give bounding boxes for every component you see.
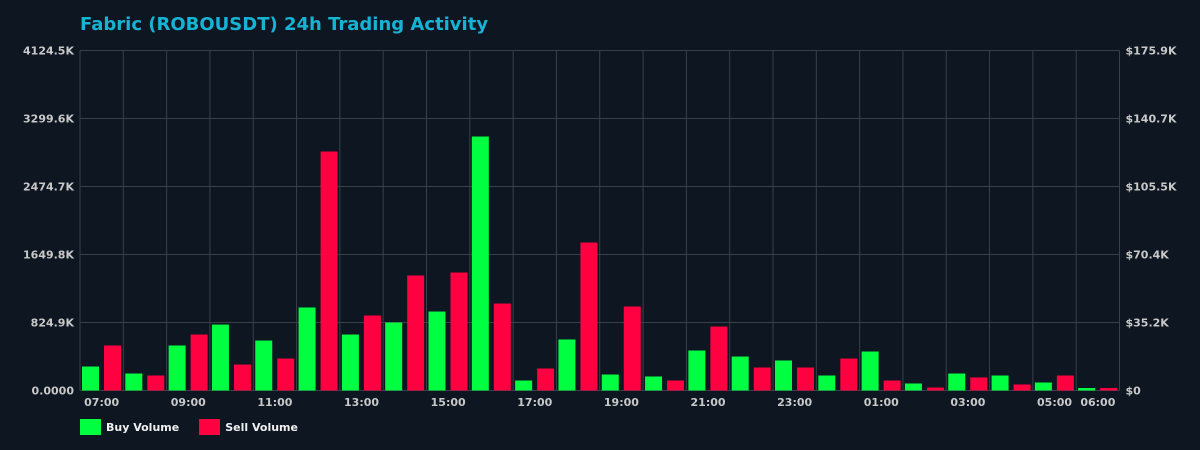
buy-volume-bar[interactable] [948, 373, 966, 391]
x-tick-label: 19:00 [604, 396, 639, 409]
legend-item-buy-volume[interactable]: Buy Volume [80, 419, 179, 435]
x-tick-label: 05:00 [1037, 396, 1072, 409]
x-tick-label: 09:00 [171, 396, 206, 409]
buy-volume-bar[interactable] [861, 351, 879, 391]
sell-volume-bar[interactable] [710, 326, 728, 391]
chart-grid [79, 50, 1120, 391]
buy-volume-bar[interactable] [1034, 382, 1052, 391]
buy-volume-bar[interactable] [82, 366, 99, 391]
buy-volume-bar[interactable] [731, 356, 749, 391]
buy-volume-bar[interactable] [688, 350, 706, 391]
buy-volume-bar[interactable] [125, 373, 143, 391]
sell-volume-bar[interactable] [580, 242, 598, 391]
buy-volume-bar[interactable] [601, 374, 619, 391]
y-left-tick-label: 824.9K [31, 317, 75, 330]
buy-volume-bar[interactable] [168, 345, 186, 391]
x-tick-label: 13:00 [344, 396, 379, 409]
y-right-tick-label: $35.2K [1126, 317, 1170, 330]
buy-volume-bar[interactable] [775, 360, 792, 391]
x-tick-label: 15:00 [431, 396, 466, 409]
buy-volume-bar[interactable] [515, 380, 533, 391]
y-right-tick-label: $140.7K [1126, 113, 1177, 126]
y-left-tick-label: 0.0000 [32, 385, 75, 398]
y-left-tick-label: 3299.6K [23, 113, 74, 126]
buy-volume-bar[interactable] [471, 136, 489, 391]
legend-label-buy: Buy Volume [106, 420, 180, 434]
y-right-tick-label: $175.9K [1126, 45, 1177, 58]
y-left-tick-label: 2474.7K [23, 181, 74, 194]
buy-volume-bar[interactable] [211, 324, 229, 391]
sell-volume-bar[interactable] [840, 358, 858, 391]
buy-volume-bar[interactable] [255, 340, 273, 391]
sell-volume-bar[interactable] [407, 275, 425, 391]
sell-volume-bar[interactable] [277, 358, 295, 391]
buy-volume-bar[interactable] [298, 307, 316, 391]
y-axis-left: 0.0000 824.9K 1649.8K 2474.7K 3299.6K 4124.5K [23, 45, 74, 398]
buy-volume-bar[interactable] [991, 375, 1009, 391]
y-left-tick-label: 4124.5K [23, 45, 74, 58]
sell-volume-bar[interactable] [753, 367, 771, 391]
y-left-tick-label: 1649.8K [23, 249, 74, 262]
chart-bars [82, 136, 1118, 391]
sell-volume-bar[interactable] [667, 380, 685, 391]
buy-volume-bar[interactable] [428, 311, 446, 391]
sell-volume-bar[interactable] [104, 345, 121, 391]
chart-legend: Buy Volume Sell Volume [80, 419, 298, 435]
x-tick-label: 11:00 [257, 396, 292, 409]
sell-volume-bar[interactable] [320, 151, 338, 391]
buy-volume-bar[interactable] [818, 375, 836, 391]
x-tick-label: 01:00 [864, 396, 899, 409]
sell-volume-bar[interactable] [363, 315, 381, 391]
x-tick-label: 06:00 [1080, 396, 1115, 409]
buy-volume-bar[interactable] [904, 383, 922, 391]
sell-volume-bar[interactable] [147, 375, 165, 391]
x-tick-label: 07:00 [84, 396, 119, 409]
buy-volume-bar[interactable] [1078, 388, 1096, 391]
chart-title: Fabric (ROBOUSDT) 24h Trading Activity [80, 14, 489, 35]
buy-volume-bar[interactable] [341, 334, 359, 391]
x-tick-label: 21:00 [691, 396, 726, 409]
legend-label-sell: Sell Volume [225, 420, 298, 434]
x-tick-label: 17:00 [517, 396, 552, 409]
y-right-tick-label: $70.4K [1126, 249, 1170, 262]
sell-volume-bar[interactable] [493, 303, 511, 391]
buy-volume-swatch [80, 419, 101, 435]
sell-volume-bar[interactable] [970, 377, 988, 391]
sell-volume-bar[interactable] [797, 367, 814, 391]
sell-volume-bar[interactable] [190, 334, 208, 391]
sell-volume-bar[interactable] [450, 272, 468, 391]
buy-volume-bar[interactable] [385, 322, 403, 391]
sell-volume-bar[interactable] [1100, 388, 1118, 391]
sell-volume-bar[interactable] [1013, 384, 1031, 391]
sell-volume-bar[interactable] [537, 368, 555, 391]
sell-volume-bar[interactable] [623, 306, 641, 391]
sell-volume-bar[interactable] [883, 380, 901, 391]
sell-volume-bar[interactable] [233, 364, 251, 391]
x-tick-label: 23:00 [777, 396, 812, 409]
sell-volume-swatch [199, 419, 221, 435]
sell-volume-bar[interactable] [1056, 375, 1074, 391]
y-axis-right: $0 $35.2K $70.4K $105.5K $140.7K $175.9K [1126, 45, 1177, 398]
buy-volume-bar[interactable] [645, 376, 663, 391]
x-axis: 07:00 09:00 11:00 13:00 15:00 17:00 19:00 21:00… [84, 396, 1116, 409]
legend-item-sell-volume[interactable]: Sell Volume [199, 419, 298, 435]
y-right-tick-label: $105.5K [1126, 181, 1177, 194]
buy-volume-bar[interactable] [558, 339, 576, 391]
sell-volume-bar[interactable] [926, 387, 944, 391]
y-right-tick-label: $0 [1126, 385, 1142, 398]
x-tick-label: 03:00 [950, 396, 985, 409]
